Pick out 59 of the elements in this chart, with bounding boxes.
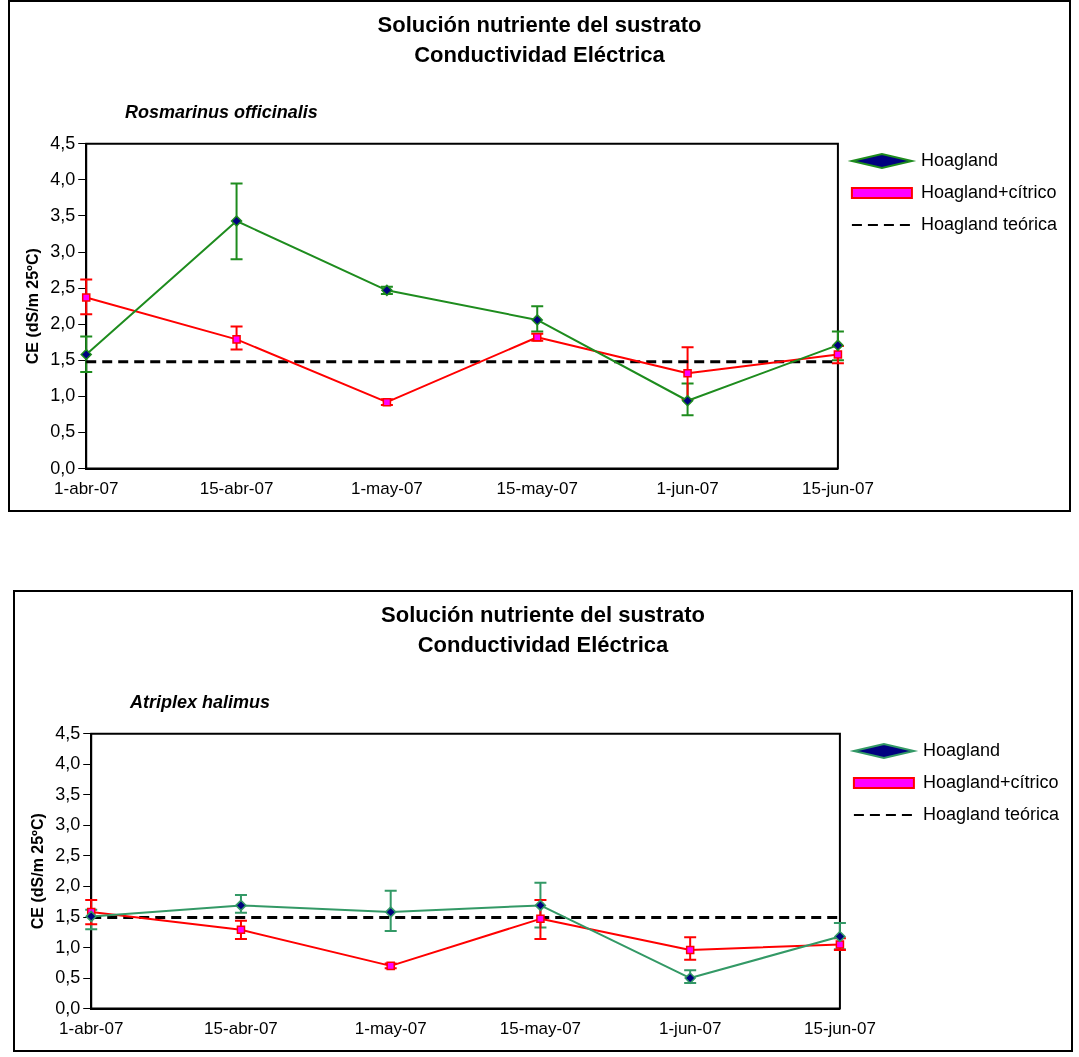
point	[685, 945, 695, 955]
chart-subtitle: Rosmarinus officinalis	[125, 102, 318, 123]
legend-label: Hoagland+cítrico	[922, 771, 1059, 792]
chart-title: Solución nutriente del sustrato Conductividad Eléctrica	[380, 601, 706, 659]
x-tick-label: 1-abr-07	[59, 1019, 124, 1039]
legend-label: Hoagland teórica	[922, 803, 1060, 824]
y-tick-label: 4,5	[50, 132, 76, 153]
point	[232, 335, 241, 344]
legend-label: Hoagland+cítrico	[920, 181, 1057, 202]
x-tick-label: 1-may-07	[350, 479, 423, 499]
x-tick-label: 15-may-07	[496, 479, 578, 499]
y-tick-label: 2,0	[50, 313, 76, 334]
x-tick-label: 15-jun-07	[804, 1019, 876, 1039]
chart-subtitle: Atriplex halimus	[130, 692, 271, 713]
y-axis-title: CE (dS/m 25ºC)	[24, 248, 42, 365]
point	[681, 395, 694, 407]
x-tick-label: 1-abr-07	[54, 479, 119, 499]
x-tick-label: 15-abr-07	[199, 479, 274, 499]
y-tick-label: 4,0	[55, 753, 81, 774]
point	[531, 314, 543, 326]
x-tick-label: 1-jun-07	[658, 1019, 722, 1039]
point	[80, 348, 92, 361]
x-tick-label: 15-jun-07	[802, 479, 874, 499]
point	[536, 914, 545, 924]
y-tick-label: 3,5	[55, 783, 81, 804]
y-tick-label: 0,0	[50, 457, 76, 478]
point	[683, 369, 692, 378]
y-tick-label: 2,5	[50, 277, 76, 298]
y-tick-label: 4,5	[55, 722, 81, 743]
point	[230, 215, 243, 227]
point	[235, 899, 247, 912]
point	[834, 930, 846, 943]
point	[534, 899, 547, 912]
y-tick-label: 1,0	[55, 936, 81, 957]
x-tick-label: 1-jun-07	[656, 479, 719, 499]
chart-title: Solución nutriente del sustrato Conductividad Eléctrica	[376, 11, 703, 69]
y-tick-label: 1,5	[50, 349, 76, 370]
y-tick-label: 1,5	[55, 905, 81, 926]
y-tick-label: 0,5	[50, 421, 76, 442]
y-tick-label: 2,5	[55, 844, 81, 865]
legend-label: Hoagland	[922, 739, 1000, 760]
y-tick-label: 1,0	[50, 385, 76, 406]
legend-label: Hoagland	[920, 149, 998, 170]
x-tick-label: 1-may-07	[354, 1019, 427, 1039]
y-tick-label: 3,0	[50, 241, 76, 262]
y-tick-label: 0,0	[55, 997, 81, 1018]
y-tick-label: 4,0	[50, 168, 76, 189]
legend-label: Hoagland teórica	[920, 213, 1058, 234]
y-axis-title: CE (dS/m 25ºC)	[29, 813, 47, 930]
point	[384, 906, 397, 918]
x-tick-label: 15-may-07	[499, 1019, 582, 1039]
y-tick-label: 0,5	[55, 967, 81, 988]
point	[81, 293, 91, 302]
y-tick-label: 2,0	[55, 875, 81, 896]
point	[85, 910, 97, 923]
y-tick-label: 3,5	[50, 204, 76, 225]
point	[832, 339, 844, 351]
x-tick-label: 15-abr-07	[204, 1019, 278, 1039]
y-tick-label: 3,0	[55, 814, 81, 835]
